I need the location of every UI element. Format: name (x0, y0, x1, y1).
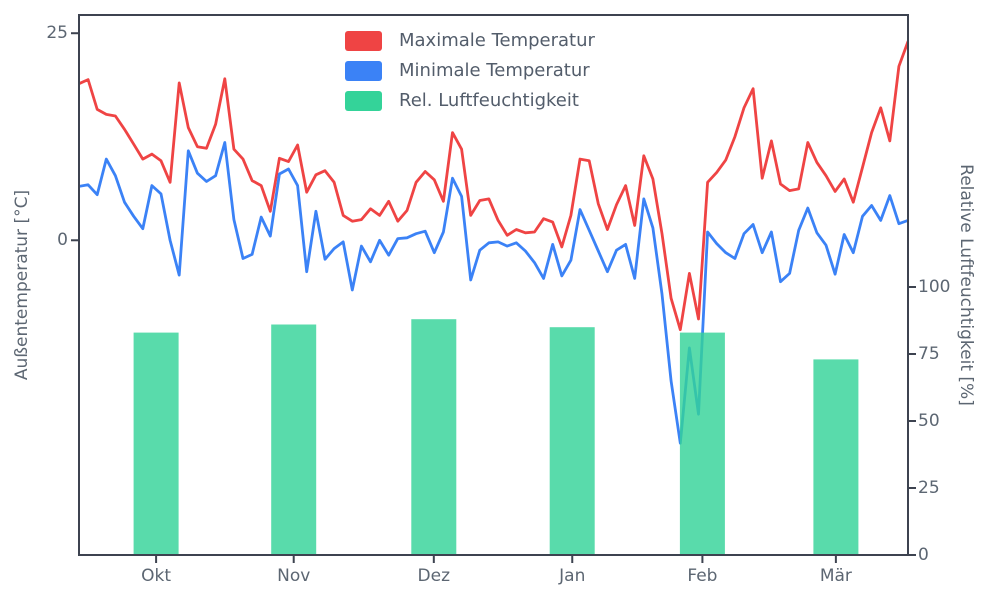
max-temp-swatch (345, 31, 382, 51)
humidity-bar (411, 319, 457, 555)
legend-label: Maximale Temperatur (399, 30, 595, 51)
temp-tick-label: 0 (57, 230, 68, 251)
humidity-tick-label: 75 (918, 344, 940, 364)
humidity-tick-label: 0 (918, 545, 929, 565)
month-tick-label: Mär (819, 566, 852, 586)
max-temp-line (79, 40, 908, 332)
legend-entry-min-temp: Minimale Temperatur (345, 61, 595, 81)
legend-entry-humidity: Rel. Luftfeuchtigkeit (345, 91, 595, 111)
legend-label: Rel. Luftfeuchtigkeit (399, 90, 579, 111)
legend-entry-max-temp: Maximale Temperatur (345, 31, 595, 51)
plot-frame (78, 14, 909, 556)
y-axis-title-temperature: Außentemperatur [°C] (12, 189, 32, 381)
month-tick-label: Okt (141, 566, 172, 586)
humidity-bar (133, 332, 179, 555)
humidity-tick-label: 25 (918, 478, 940, 498)
legend: Maximale Temperatur Minimale Temperatur … (345, 31, 595, 111)
humidity-tick-label: 50 (918, 411, 940, 431)
legend-label: Minimale Temperatur (399, 60, 590, 81)
month-tick-label: Feb (687, 566, 718, 586)
month-tick-label: Nov (277, 566, 311, 586)
humidity-tick-label: 100 (918, 277, 951, 297)
humidity-bar (549, 327, 595, 555)
humidity-bar (813, 359, 859, 555)
humidity-swatch (345, 91, 382, 111)
month-tick-label: Dez (417, 566, 451, 586)
min-temp-line (79, 141, 908, 445)
humidity-bar (271, 324, 317, 555)
y-axis-title-humidity: Relative Luftfeuchtigkeit [%] (956, 164, 976, 406)
humidity-bar (679, 332, 725, 555)
temp-tick-label: 25 (46, 23, 68, 44)
month-tick-label: Jan (559, 566, 586, 586)
min-temp-swatch (345, 61, 382, 81)
